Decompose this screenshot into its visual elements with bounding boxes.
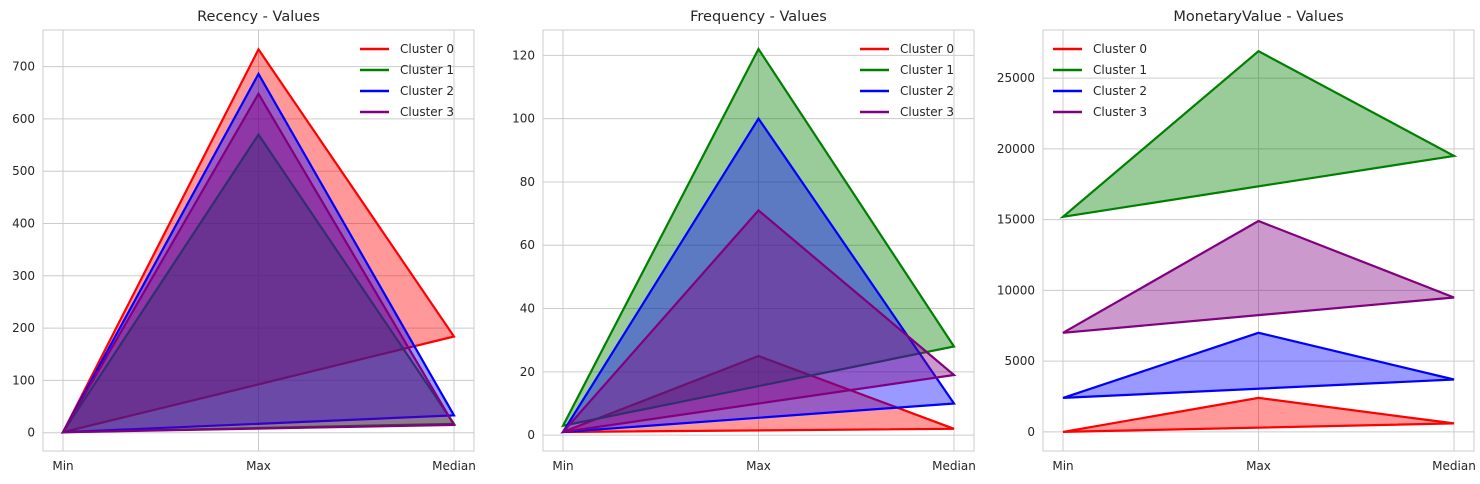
series-area-1 — [563, 49, 954, 426]
series-area-2 — [63, 73, 454, 433]
series-line-3 — [1062, 219, 1455, 334]
x-tick-label: Min — [552, 459, 573, 473]
series-line-3 — [61, 91, 456, 434]
x-tick-label: Median — [432, 459, 476, 473]
y-tick-label: 40 — [520, 302, 535, 316]
chart-panel-0: 0 100 200 300 400 500 600 700 Min Max Median Recenc… — [12, 9, 476, 473]
y-tick-label: 60 — [520, 238, 535, 252]
x-tick-label: Max — [746, 459, 771, 473]
y-tick-label: 500 — [12, 164, 35, 178]
series-line-2 — [61, 71, 456, 434]
legend-label: Cluster 2 — [900, 84, 954, 98]
series-line-0 — [562, 354, 955, 434]
legend-label: Cluster 0 — [400, 42, 454, 56]
y-tick-label: 0 — [27, 426, 35, 440]
legend-label: Cluster 2 — [400, 84, 454, 98]
y-tick-label: 5000 — [1004, 354, 1035, 368]
series-line-2 — [1062, 331, 1455, 399]
y-tick-label: 700 — [12, 60, 35, 74]
y-tick-label: 400 — [12, 217, 35, 231]
x-tick-label: Min — [52, 459, 73, 473]
series-line-0 — [60, 47, 456, 434]
series-line-1 — [1059, 49, 1458, 219]
legend: Cluster 0 Cluster 1 Cluster 2 Cluster 3 — [360, 42, 454, 119]
legend: Cluster 0 Cluster 1 Cluster 2 Cluster 3 — [860, 42, 954, 119]
y-tick-label: 10000 — [997, 283, 1035, 297]
series-area-0 — [63, 49, 454, 433]
y-tick-label: 300 — [12, 269, 35, 283]
chart-title: MonetaryValue - Values — [1173, 9, 1343, 25]
y-tick-label: 600 — [12, 112, 35, 126]
chart-panel-2: 0 5000 10000 15000 20000 25000 Min Max Median Mon… — [997, 9, 1476, 473]
series-line-0 — [1062, 396, 1455, 433]
legend-label: Cluster 1 — [900, 63, 954, 77]
y-tick-label: 20000 — [997, 142, 1035, 156]
legend-label: Cluster 2 — [1093, 84, 1147, 98]
y-tick-label: 20 — [520, 365, 535, 379]
series-area-2 — [1063, 332, 1454, 398]
legend-label: Cluster 3 — [1093, 105, 1147, 119]
series-area-3 — [1063, 221, 1454, 333]
x-tick-label: Median — [1432, 459, 1476, 473]
y-tick-label: 0 — [527, 428, 535, 442]
x-tick-label: Max — [246, 459, 271, 473]
y-tick-label: 200 — [12, 321, 35, 335]
legend-label: Cluster 3 — [900, 105, 954, 119]
y-tick-label: 80 — [520, 175, 535, 189]
legend-label: Cluster 1 — [1093, 63, 1147, 77]
series-line-3 — [560, 208, 957, 434]
x-tick-label: Min — [1052, 459, 1073, 473]
series-area-3 — [563, 210, 954, 432]
y-tick-label: 0 — [1027, 425, 1035, 439]
chart-panel-1: 0 20 40 60 80 100 120 Min Max Median Frequency - V… — [512, 9, 976, 473]
series-area-0 — [1063, 397, 1454, 432]
series-line-2 — [560, 116, 956, 434]
legend-label: Cluster 1 — [400, 63, 454, 77]
y-tick-label: 25000 — [997, 71, 1035, 85]
series-area-2 — [563, 118, 954, 432]
legend-label: Cluster 0 — [900, 42, 954, 56]
x-tick-label: Median — [932, 459, 976, 473]
chart-title: Recency - Values — [197, 9, 320, 25]
series-area-1 — [63, 134, 454, 433]
y-tick-label: 120 — [512, 48, 535, 62]
series-area-1 — [1063, 51, 1454, 217]
chart-title: Frequency - Values — [690, 9, 827, 25]
series-line-1 — [560, 46, 956, 428]
legend-label: Cluster 3 — [400, 105, 454, 119]
x-tick-label: Max — [1246, 459, 1271, 473]
y-tick-label: 15000 — [997, 213, 1035, 227]
legend: Cluster 0 Cluster 1 Cluster 2 Cluster 3 — [1053, 42, 1147, 119]
y-tick-label: 100 — [12, 373, 35, 387]
y-tick-label: 100 — [512, 112, 535, 126]
legend-label: Cluster 0 — [1093, 42, 1147, 56]
series-area-3 — [63, 93, 454, 433]
series-area-0 — [563, 356, 954, 432]
